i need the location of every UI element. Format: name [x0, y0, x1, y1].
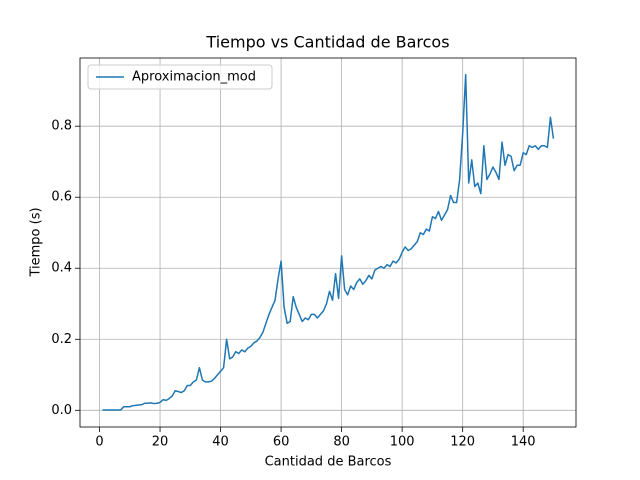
x-tick-label: 80: [333, 435, 350, 450]
x-tick-label: 20: [152, 435, 169, 450]
y-tick-label: 0.8: [51, 119, 72, 134]
legend-box: [87, 64, 273, 90]
plot-frame: [79, 57, 577, 428]
data-line: [102, 73, 555, 411]
x-axis-label: Cantidad de Barcos: [265, 455, 392, 470]
y-tick-label: 0.2: [51, 332, 72, 347]
x-tick-label: 120: [450, 435, 475, 450]
y-axis-label: Tiempo (s): [29, 207, 44, 277]
x-tick-label: 140: [511, 435, 536, 450]
x-tick-label: 100: [390, 435, 415, 450]
chart-title: Tiempo vs Cantidad de Barcos: [205, 33, 449, 52]
y-tick-label: 0.0: [51, 403, 72, 418]
x-tick-label: 0: [95, 435, 103, 450]
y-tick-label: 0.4: [51, 261, 72, 276]
legend-label: Aproximacion_mod: [132, 70, 256, 85]
x-tick-label: 40: [212, 435, 229, 450]
y-tick-label: 0.6: [51, 190, 72, 205]
x-tick-label: 60: [273, 435, 290, 450]
